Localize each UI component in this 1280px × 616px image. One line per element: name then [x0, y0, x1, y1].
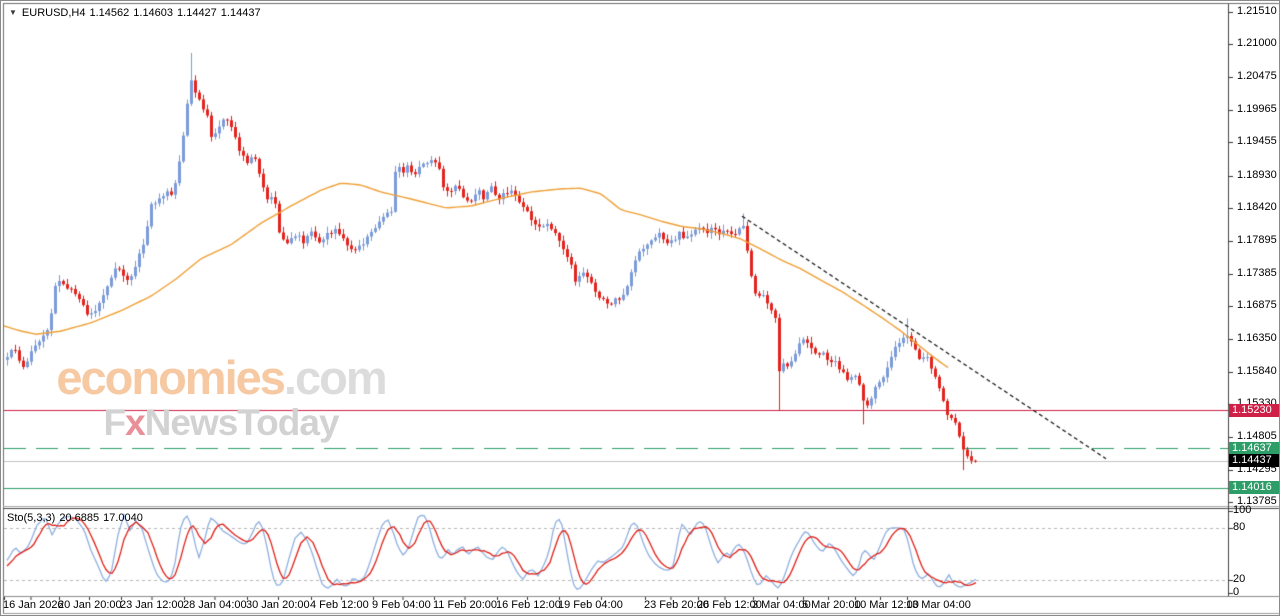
symbol-timeframe-label: EURUSD,H4 — [21, 7, 86, 19]
stochastic-name-label: Sto(5,3,3) — [7, 512, 56, 524]
chart-ohlc-header: ▼ EURUSD,H4 1.14562 1.14603 1.14427 1.14437 — [9, 7, 265, 19]
symbol-dropdown-icon[interactable]: ▼ — [9, 8, 17, 17]
ohlc-open-value: 1.14562 — [89, 7, 130, 19]
stochastic-header: Sto(5,3,3) 20.6885 17.0040 — [7, 512, 147, 524]
ohlc-close-value: 1.14437 — [220, 7, 261, 19]
stochastic-d-value: 17.0040 — [103, 512, 143, 524]
ohlc-low-value: 1.14427 — [177, 7, 217, 19]
pane-splitter[interactable] — [3, 505, 1279, 510]
stochastic-k-value: 20.6885 — [59, 512, 100, 524]
ohlc-high-value: 1.14603 — [133, 7, 174, 19]
time-scale[interactable] — [3, 597, 1228, 614]
